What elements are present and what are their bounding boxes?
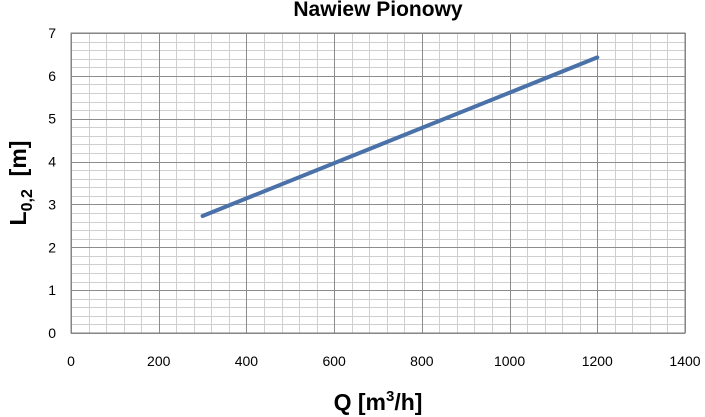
y-tick-labels: 0 1 2 3 4 5 6 7 bbox=[48, 25, 56, 341]
x-tick-label: 0 bbox=[67, 353, 75, 369]
y-axis-label-main: L bbox=[5, 211, 31, 225]
x-axis-label-tail: /h] bbox=[394, 389, 422, 415]
y-tick-label: 7 bbox=[48, 25, 56, 41]
x-tick-label: 400 bbox=[235, 353, 259, 369]
y-axis-label: L0,2 [m] bbox=[5, 141, 36, 226]
x-tick-label: 800 bbox=[410, 353, 434, 369]
x-axis-label-main: Q [m bbox=[334, 389, 386, 415]
x-tick-label: 1200 bbox=[582, 353, 613, 369]
y-axis-label-subscript: 0,2 bbox=[19, 189, 36, 211]
x-tick-label: 600 bbox=[322, 353, 346, 369]
y-tick-label: 6 bbox=[48, 68, 56, 84]
y-tick-label: 3 bbox=[48, 196, 56, 212]
x-axis-label-superscript: 3 bbox=[386, 388, 394, 405]
plot-area-frame bbox=[70, 32, 686, 334]
x-tick-label: 1400 bbox=[669, 353, 700, 369]
y-tick-label: 5 bbox=[48, 111, 56, 127]
y-tick-label: 4 bbox=[48, 154, 56, 170]
x-tick-labels: 0 200 400 600 800 1000 1200 1400 bbox=[67, 353, 701, 369]
x-tick-label: 200 bbox=[147, 353, 171, 369]
grid-major-lines bbox=[71, 33, 686, 334]
series-line bbox=[200, 55, 600, 218]
y-axis-label-tail: [m] bbox=[5, 141, 31, 190]
y-tick-label: 2 bbox=[48, 239, 56, 255]
x-axis-label: Q [m3/h] bbox=[334, 388, 423, 415]
x-tick-label: 1000 bbox=[494, 353, 525, 369]
chart-title: Nawiew Pionowy bbox=[293, 0, 463, 21]
y-tick-label: 0 bbox=[48, 325, 56, 341]
series-layer bbox=[200, 55, 600, 218]
grid-minor-lines bbox=[71, 33, 686, 334]
y-tick-label: 1 bbox=[48, 282, 56, 298]
